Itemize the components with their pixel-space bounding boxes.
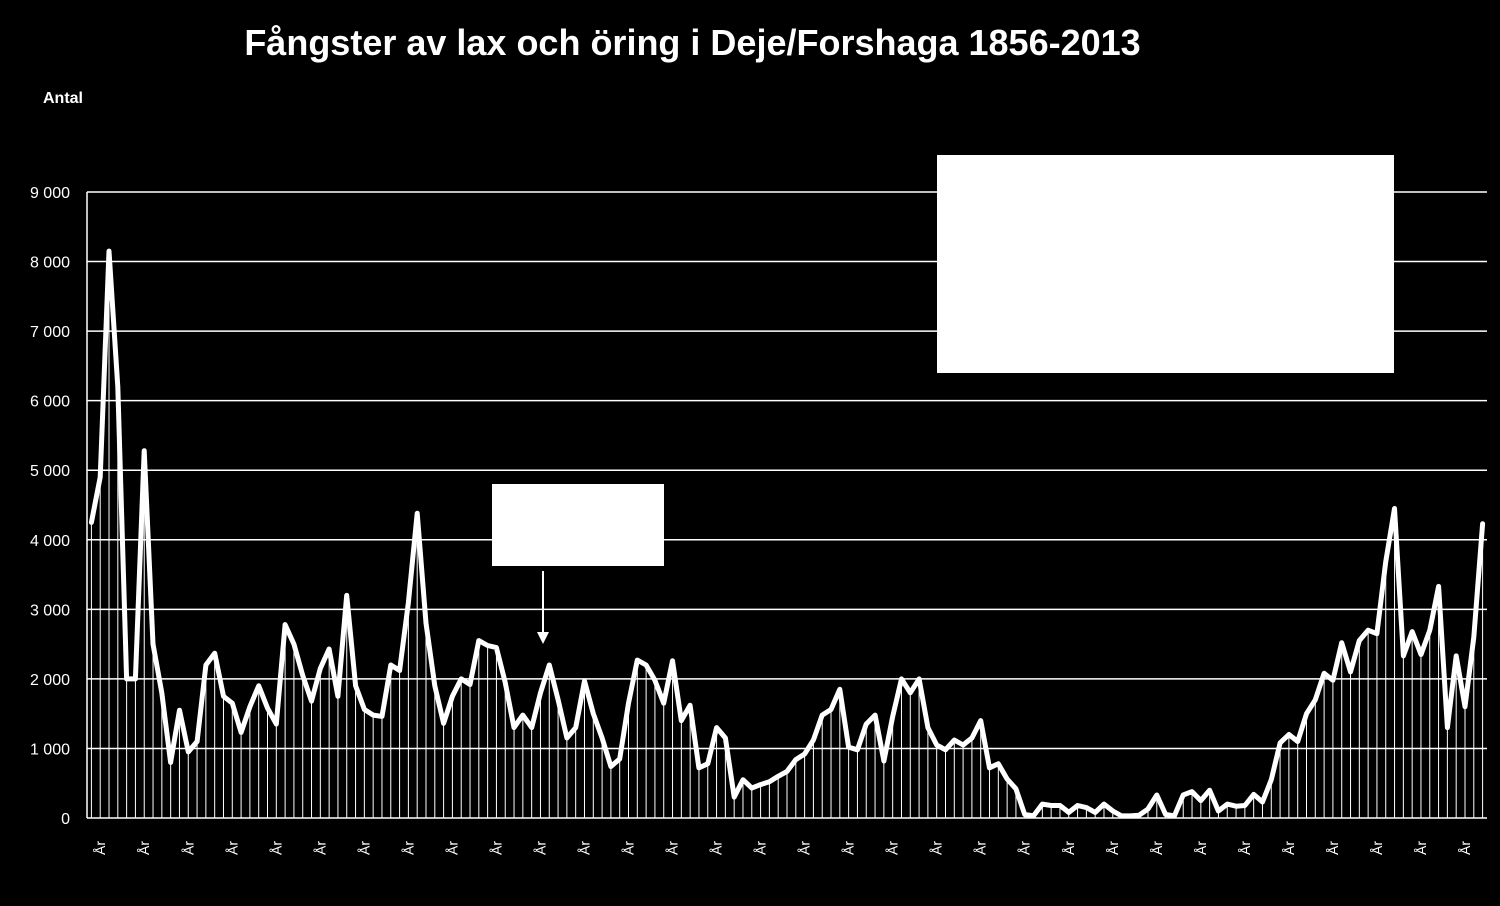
x-tick-label: År (665, 841, 681, 855)
y-tick-label: 2 000 (30, 672, 70, 689)
x-tick-label: År (973, 841, 989, 855)
y-tick-label: 8 000 (30, 255, 70, 272)
x-tick-label: År (312, 841, 328, 855)
y-tick-label: 9 000 (30, 185, 70, 202)
x-tick-label: År (841, 841, 857, 855)
x-tick-label: År (224, 841, 240, 855)
y-tick-label: 7 000 (30, 324, 70, 341)
x-tick-label: År (488, 841, 504, 855)
annotation-box-small (492, 484, 664, 566)
x-tick-label: År (444, 841, 460, 855)
x-tick-label: År (1061, 841, 1077, 855)
x-tick-label: År (1149, 841, 1165, 855)
y-axis-title: Antal (43, 90, 83, 107)
x-tick-label: År (92, 841, 108, 855)
x-tick-label: År (1369, 841, 1385, 855)
y-tick-label: 4 000 (30, 533, 70, 550)
y-tick-label: 3 000 (30, 602, 70, 619)
x-tick-label: År (576, 841, 592, 855)
x-tick-label: År (621, 841, 637, 855)
x-tick-label: År (1457, 841, 1473, 855)
x-tick-label: År (1325, 841, 1341, 855)
x-tick-label: År (929, 841, 945, 855)
y-axis-ticks: 0 1 000 2 000 3 000 4 000 5 000 6 000 7 000 8 00… (30, 185, 70, 828)
y-tick-label: 6 000 (30, 394, 70, 411)
y-tick-label: 1 000 (30, 741, 70, 758)
annotation-box-large (937, 155, 1394, 373)
x-tick-label: År (1281, 841, 1297, 855)
annotation-arrow-head (537, 632, 549, 644)
x-tick-label: År (797, 841, 813, 855)
x-tick-label: År (1193, 841, 1209, 855)
x-axis-ticks: År År År År År År År År År År År År År År År År År År År År… (92, 841, 1473, 855)
x-tick-label: År (709, 841, 725, 855)
x-tick-label: År (356, 841, 372, 855)
y-tick-label: 0 (61, 811, 70, 828)
x-tick-label: År (180, 841, 196, 855)
x-tick-label: År (1105, 841, 1121, 855)
x-tick-label: År (532, 841, 548, 855)
x-tick-label: År (753, 841, 769, 855)
x-tick-label: År (268, 841, 284, 855)
chart-title: Fångster av lax och öring i Deje/Forshag… (244, 22, 1141, 63)
x-tick-label: År (400, 841, 416, 855)
series-layer (88, 248, 1486, 819)
y-tick-label: 5 000 (30, 463, 70, 480)
x-tick-label: År (885, 841, 901, 855)
x-tick-label: År (1237, 841, 1253, 855)
x-tick-label: År (1413, 841, 1429, 855)
x-tick-label: År (1017, 841, 1033, 855)
x-tick-label: År (136, 841, 152, 855)
series-line (88, 248, 1486, 819)
year-bars (90, 251, 1484, 818)
